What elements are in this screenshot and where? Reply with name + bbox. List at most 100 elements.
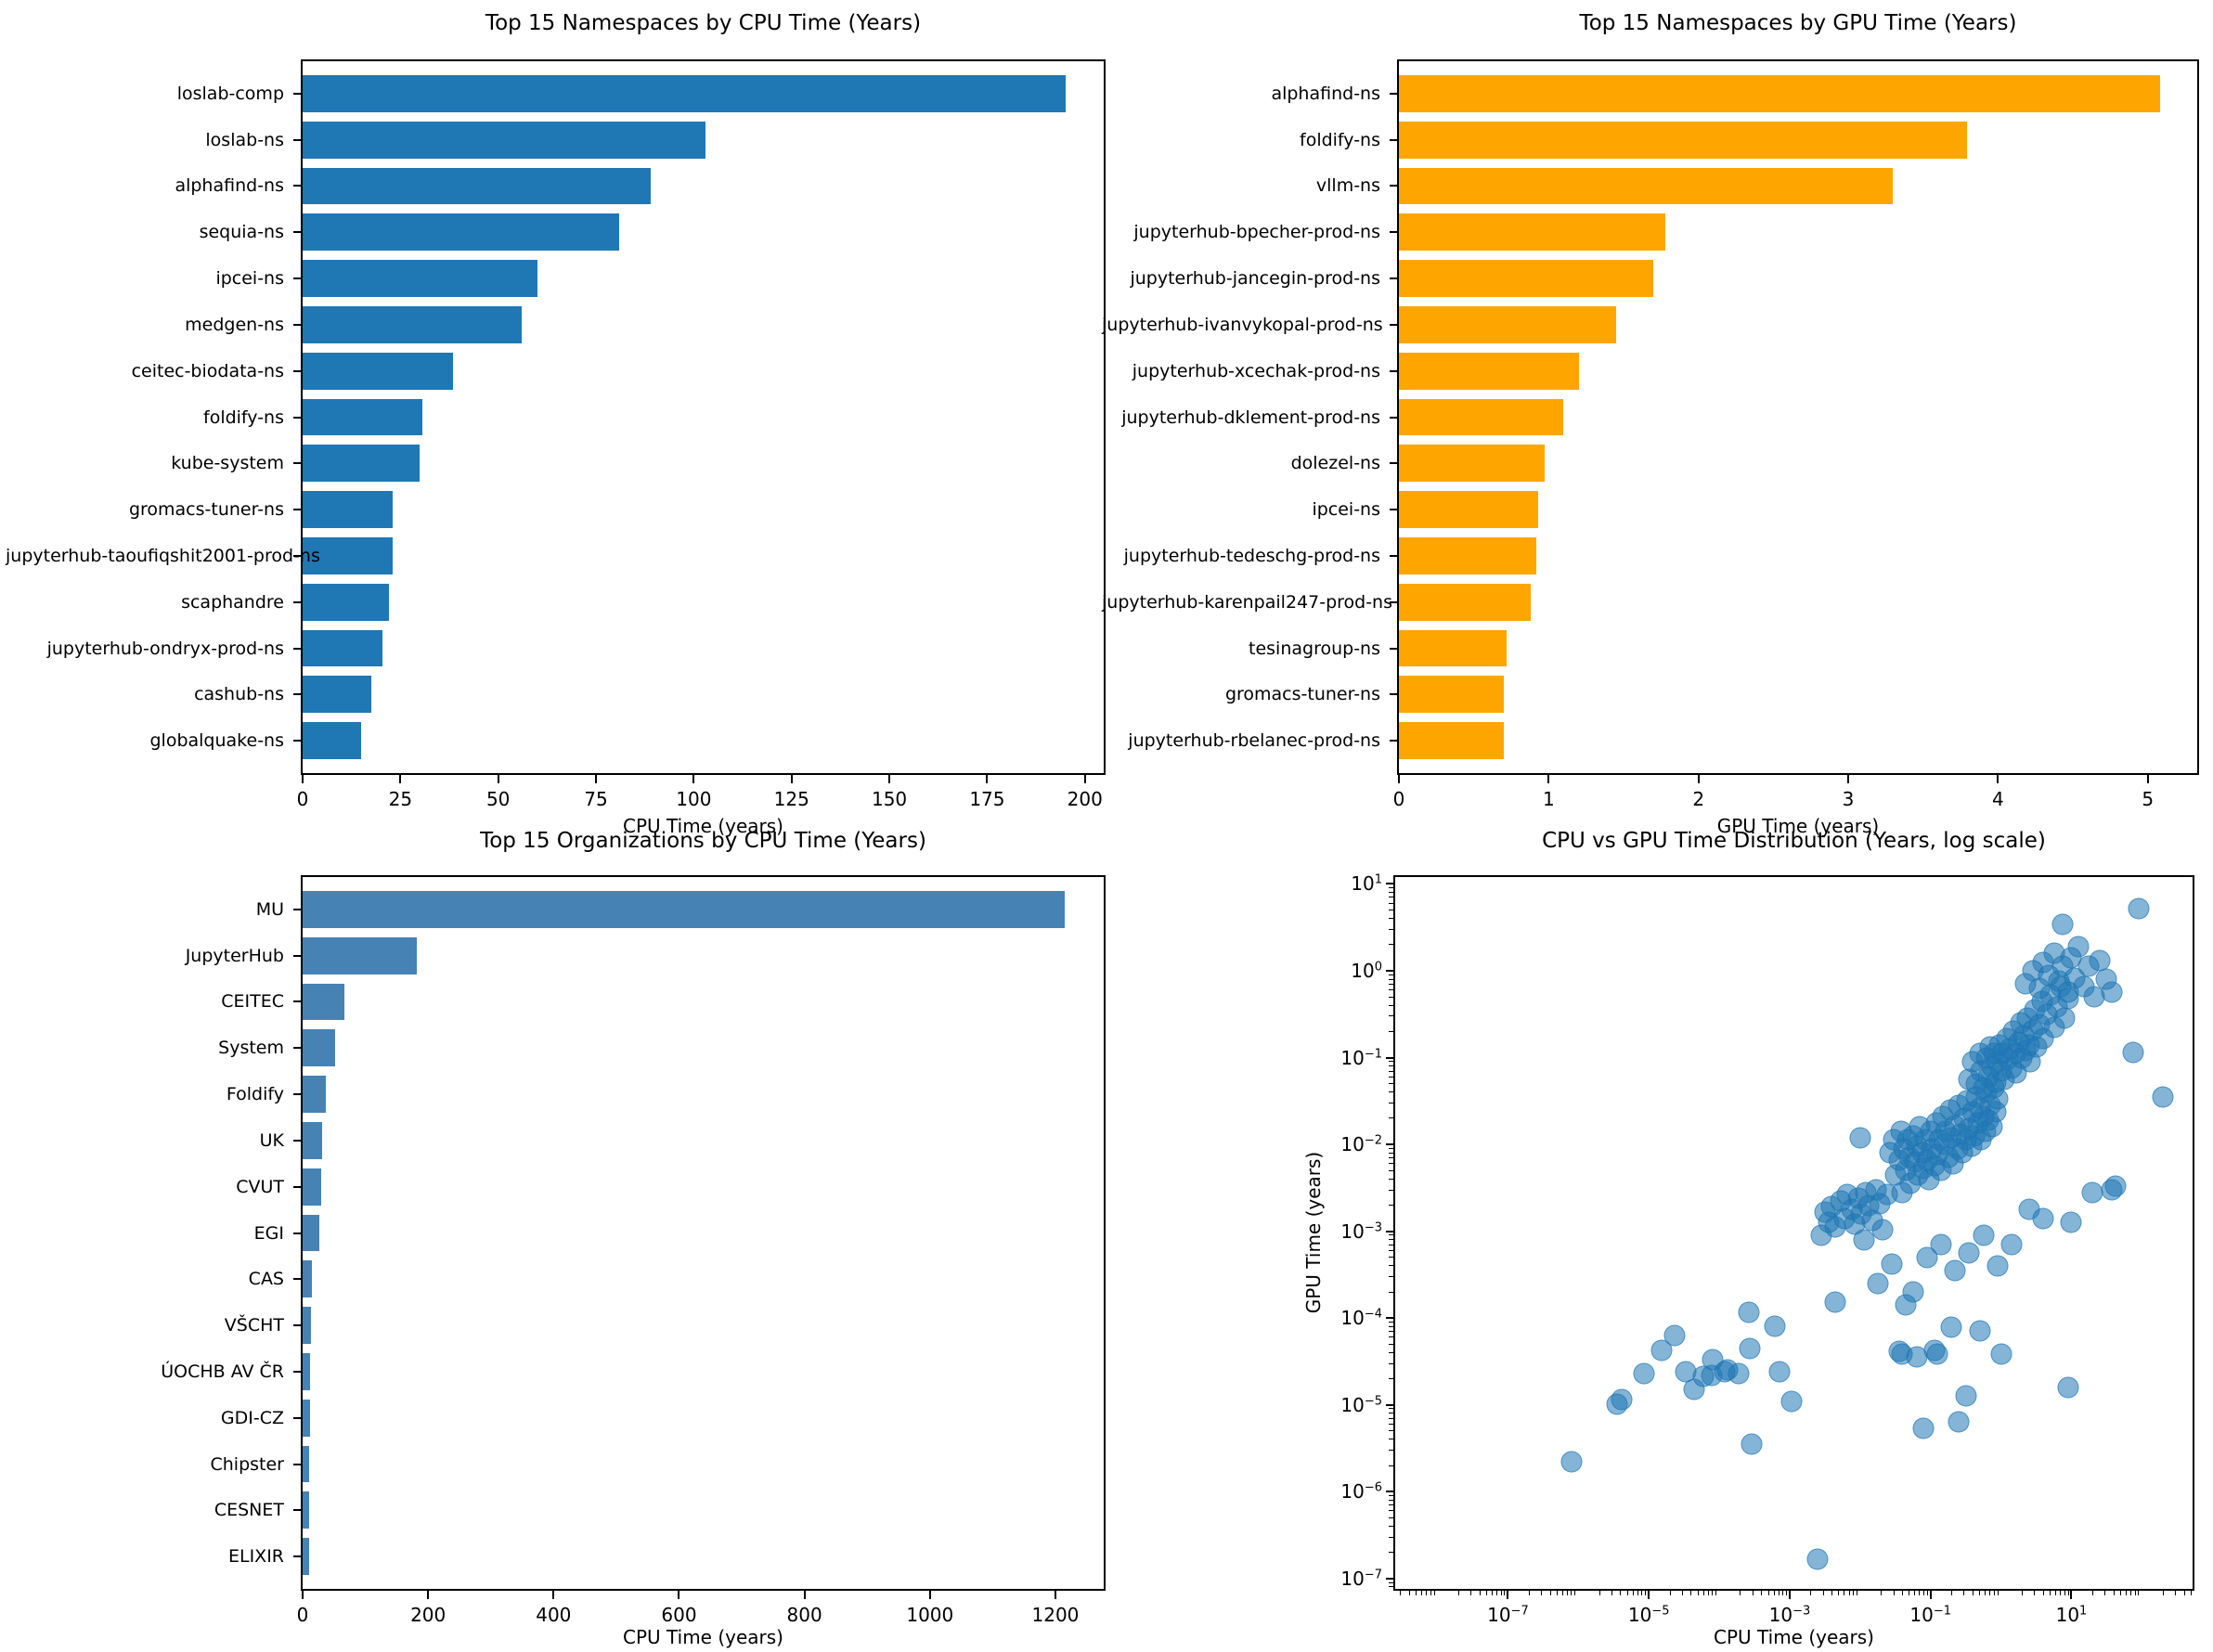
x-minor-tick bbox=[2162, 1591, 2164, 1595]
scatter-point bbox=[1969, 1320, 1991, 1342]
bar-ceitec-biodata-ns bbox=[303, 352, 454, 390]
x-minor-tick bbox=[1479, 1591, 1481, 1595]
y-tick-mark bbox=[1390, 509, 1397, 511]
y-tick-mark bbox=[293, 1324, 301, 1327]
x-minor-tick bbox=[2091, 1591, 2093, 1595]
y-minor-tick bbox=[1389, 1083, 1393, 1085]
bar-System bbox=[303, 1029, 336, 1067]
y-minor-tick bbox=[1389, 1178, 1393, 1180]
y-minor-tick bbox=[1389, 1495, 1393, 1497]
bar-vllm-ns bbox=[1399, 167, 1894, 205]
y-tick-mark bbox=[293, 1093, 301, 1096]
bar-CVUT bbox=[303, 1168, 322, 1206]
y-tick-mark bbox=[1386, 1491, 1393, 1493]
category-label: jupyterhub-jancegin-prod-ns bbox=[1130, 268, 1380, 290]
y-minor-tick bbox=[1389, 1169, 1393, 1171]
y-minor-tick bbox=[1389, 1091, 1393, 1093]
y-tick-mark bbox=[1386, 1403, 1393, 1406]
y-tick-label: 10−1 bbox=[1340, 1046, 1382, 1069]
category-label: ÚOCHB AV ČR bbox=[161, 1361, 284, 1382]
x-tick-mark bbox=[1648, 1591, 1650, 1599]
x-tick-mark bbox=[1929, 1591, 1932, 1599]
y-minor-tick bbox=[1389, 1147, 1393, 1149]
scatter-point bbox=[2053, 1007, 2076, 1029]
y-minor-tick bbox=[1389, 1536, 1393, 1538]
x-minor-tick bbox=[1641, 1591, 1643, 1595]
y-tick-label: 10−3 bbox=[1340, 1220, 1382, 1243]
x-tick-mark bbox=[678, 1591, 680, 1599]
x-minor-tick bbox=[1752, 1591, 1754, 1595]
bar-jupyterhub-xcechak-prod-ns bbox=[1399, 352, 1579, 390]
y-tick-mark bbox=[293, 1139, 301, 1142]
y-minor-tick bbox=[1389, 1015, 1393, 1017]
x-minor-tick bbox=[1979, 1591, 1981, 1595]
x-minor-tick bbox=[1914, 1591, 1916, 1595]
y-tick-mark bbox=[293, 1463, 301, 1465]
y-tick-mark bbox=[1390, 693, 1397, 696]
category-label: UK bbox=[259, 1129, 284, 1151]
y-tick-mark bbox=[1386, 1317, 1393, 1320]
y-tick-mark bbox=[293, 740, 301, 742]
x-minor-tick bbox=[2175, 1591, 2177, 1595]
y-minor-tick bbox=[1389, 1239, 1393, 1241]
x-tick-mark bbox=[399, 775, 402, 783]
y-tick-mark bbox=[293, 462, 301, 465]
y-tick-mark bbox=[1390, 231, 1397, 234]
x-minor-tick bbox=[1848, 1591, 1850, 1595]
x-minor-tick bbox=[1681, 1591, 1683, 1595]
category-label: jupyterhub-dklement-prod-ns bbox=[1121, 407, 1380, 428]
bar-jupyterhub-ivanvykopal-prod-ns bbox=[1399, 305, 1616, 343]
y-tick-mark bbox=[1386, 1577, 1393, 1580]
x-tick-mark bbox=[1788, 1591, 1791, 1599]
scatter-point bbox=[1944, 1259, 1966, 1282]
bar-jupyterhub-taoufiqshit2001-prod-ns bbox=[303, 536, 393, 574]
x-minor-tick bbox=[2134, 1591, 2136, 1595]
y-minor-tick bbox=[1389, 1325, 1393, 1327]
y-tick-mark bbox=[293, 1185, 301, 1188]
category-label: VŠCHT bbox=[224, 1315, 284, 1336]
y-minor-tick bbox=[1389, 887, 1393, 889]
scatter-point bbox=[2081, 1181, 2103, 1204]
scatter-point bbox=[1780, 1390, 1803, 1413]
y-tick-mark bbox=[293, 231, 301, 234]
y-tick-mark bbox=[293, 693, 301, 696]
x-tick-label: 3 bbox=[1842, 788, 1855, 810]
scatter-point bbox=[1881, 1253, 1903, 1275]
bar-alphafind-ns bbox=[303, 167, 652, 205]
y-tick-mark bbox=[293, 1047, 301, 1050]
x-minor-tick bbox=[1611, 1591, 1612, 1595]
y-minor-tick bbox=[1389, 1331, 1393, 1333]
x-tick-mark bbox=[1847, 775, 1850, 783]
y-tick-mark bbox=[1390, 92, 1397, 95]
category-label: vllm-ns bbox=[1315, 175, 1380, 197]
x-minor-tick bbox=[1782, 1591, 1784, 1595]
category-label: jupyterhub-ondryx-prod-ns bbox=[46, 638, 284, 659]
x-tick-mark bbox=[2146, 775, 2149, 783]
y-minor-tick bbox=[1389, 1163, 1393, 1165]
y-minor-tick bbox=[1389, 1061, 1393, 1063]
x-tick-mark bbox=[595, 775, 598, 783]
category-label: globalquake-ns bbox=[149, 730, 284, 752]
category-label: cashub-ns bbox=[194, 684, 284, 705]
y-tick-mark bbox=[1390, 740, 1397, 742]
bar-loslab-comp bbox=[303, 74, 1066, 112]
y-tick-mark bbox=[293, 1000, 301, 1003]
x-tick-label: 0 bbox=[296, 788, 309, 810]
y-minor-tick bbox=[1389, 1157, 1393, 1159]
category-label: dolezel-ns bbox=[1290, 453, 1380, 474]
bar-cashub-ns bbox=[303, 676, 371, 714]
category-label: MU bbox=[255, 898, 284, 920]
y-minor-tick bbox=[1389, 978, 1393, 980]
bar-GDI-CZ bbox=[303, 1399, 310, 1437]
y-tick-mark bbox=[1386, 1143, 1393, 1146]
x-tick-mark bbox=[692, 775, 695, 783]
y-minor-tick bbox=[1389, 944, 1393, 946]
x-minor-tick bbox=[1549, 1591, 1551, 1595]
category-label: alphafind-ns bbox=[1271, 83, 1380, 104]
x-minor-tick bbox=[1919, 1591, 1921, 1595]
bar-foldify-ns bbox=[1399, 121, 1967, 159]
y-minor-tick bbox=[1389, 1291, 1393, 1293]
scatter-point bbox=[1663, 1324, 1686, 1347]
category-label: jupyterhub-xcechak-prod-ns bbox=[1132, 360, 1380, 381]
scatter-point bbox=[1912, 1417, 1935, 1439]
